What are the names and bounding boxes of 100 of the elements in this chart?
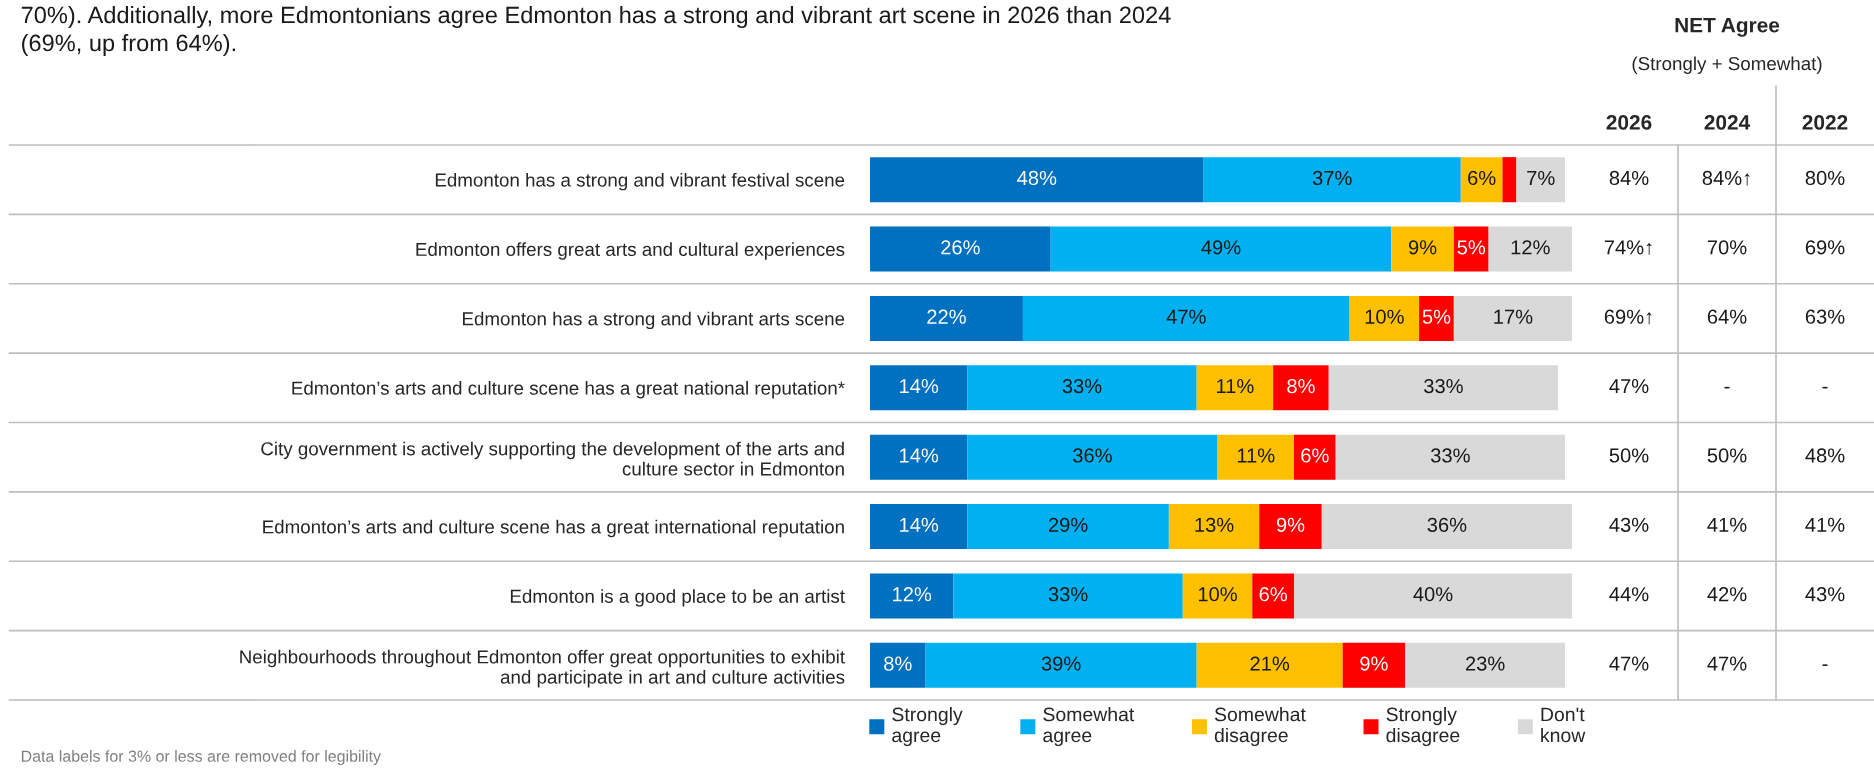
bar [1196,365,1274,411]
bar [1516,157,1566,203]
bar [1217,434,1294,480]
y-tick-label: Edmonton’s arts and culture scene has a great national reputation* [292,381,845,399]
data-label: 14% [900,448,939,463]
text: 80% [1805,170,1845,186]
data-label: 7% [1527,170,1555,186]
text: - [1822,664,1828,666]
y-tick-label: Edmonton is a good place to be an artist [510,589,845,607]
bar [1460,157,1503,203]
bar [1502,157,1517,203]
bar [870,434,968,480]
y-tick-label: Edmonton offers great arts and cultural experiences [416,242,845,260]
bar [1349,295,1420,341]
bar [1182,573,1253,619]
bar [1050,226,1392,272]
legend-label: Somewhat disagree [1214,707,1306,747]
bar [870,157,1204,203]
text: 70%). Additionally, more Edmontonians agree Edmonton has a strong and vibrant art scene in 2026 than 2024 (69%, up from 64%). [21,6,1171,57]
y-tick-label: Edmonton’s arts and culture scene has a great international reputation [263,519,844,538]
data-label: 9% [1360,656,1388,671]
data-label: 9% [1408,240,1437,255]
text: 41% [1707,517,1747,532]
text: 43% [1609,517,1649,532]
data-label: 14% [900,379,939,394]
data-label: 40% [1413,587,1453,602]
data-label: 13% [1195,517,1234,532]
data-label: 14% [900,517,939,532]
data-label: 8% [884,656,912,671]
legend-label: Somewhat agree [1043,707,1135,747]
bar [1391,226,1454,272]
bar [967,504,1169,550]
data-label: 12% [893,587,932,602]
data-label: 49% [1201,240,1241,255]
text: 42% [1707,587,1747,602]
data-label: 8% [1287,378,1315,394]
bar [967,434,1218,480]
legend-label: Strongly disagree [1386,707,1460,747]
bar [870,226,1051,272]
bar [1321,504,1572,550]
text: 64% [1707,309,1747,324]
bar [870,365,968,411]
bar [967,365,1197,411]
data-label: 36% [1073,448,1112,463]
y-tick-label: Neighbourhoods throughout Edmonton offer great opportunities to exhibit and participate in art and culture activities [240,649,845,688]
text: 69%↑ [1604,309,1652,325]
data-label: 6% [1301,448,1329,463]
text: - [1724,386,1730,389]
text: 44% [1609,587,1649,602]
data-label: 17% [1494,309,1533,324]
text: 84% [1609,170,1649,186]
bar [1293,434,1336,480]
bar [1196,642,1343,688]
data-label: 33% [1048,587,1088,602]
text: 70% [1707,240,1747,255]
text: Data labels for 3% or less are removed for legibility [21,750,381,765]
data-label: 33% [1430,448,1470,463]
bar [870,642,926,688]
text: 41% [1805,517,1845,532]
data-label: 47% [1166,309,1206,324]
data-label: 6% [1468,170,1496,186]
data-label: 12% [1511,240,1550,255]
text: 50% [1609,448,1649,463]
text: 47% [1609,379,1649,394]
bar [1453,295,1572,341]
text: 50% [1707,448,1747,463]
data-label: 22% [927,309,966,324]
bar [1405,642,1566,688]
data-label: 5% [1422,309,1451,324]
text: NET Agree [1675,18,1780,37]
data-label: 48% [1017,170,1057,186]
bar [1453,226,1489,272]
text: 74%↑ [1604,240,1652,255]
text: 47% [1707,656,1747,671]
bar [1335,434,1566,480]
data-label: 11% [1237,448,1275,463]
bar [1488,226,1572,272]
bar [1022,295,1350,341]
bar [1259,504,1322,550]
data-label: 10% [1365,309,1404,324]
y-tick-label: City government is actively supporting the development of the arts and culture sector in Edmonton [261,441,844,476]
y-tick-label: Edmonton has a strong and vibrant festival scene [435,172,845,191]
data-label: 37% [1312,170,1352,186]
bar [1273,365,1329,411]
data-label: 5% [1457,240,1486,255]
data-label: 26% [941,240,980,255]
category-label: 2022 [1802,115,1848,130]
data-label: 33% [1424,378,1463,394]
bar [1419,295,1454,341]
text: 69% [1805,240,1845,255]
bar [1252,573,1294,619]
data-label: 10% [1198,587,1237,602]
data-label: 9% [1276,517,1305,532]
bar [925,642,1197,688]
bar [1328,365,1559,411]
text: (Strongly + Somewhat) [1632,56,1822,74]
text: 47% [1609,656,1649,671]
y-tick-label: Edmonton has a strong and vibrant arts scene [463,311,845,330]
bar [870,504,968,550]
text: 43% [1805,587,1845,602]
